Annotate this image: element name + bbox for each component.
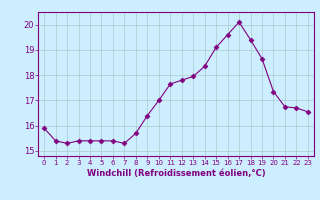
X-axis label: Windchill (Refroidissement éolien,°C): Windchill (Refroidissement éolien,°C)	[87, 169, 265, 178]
